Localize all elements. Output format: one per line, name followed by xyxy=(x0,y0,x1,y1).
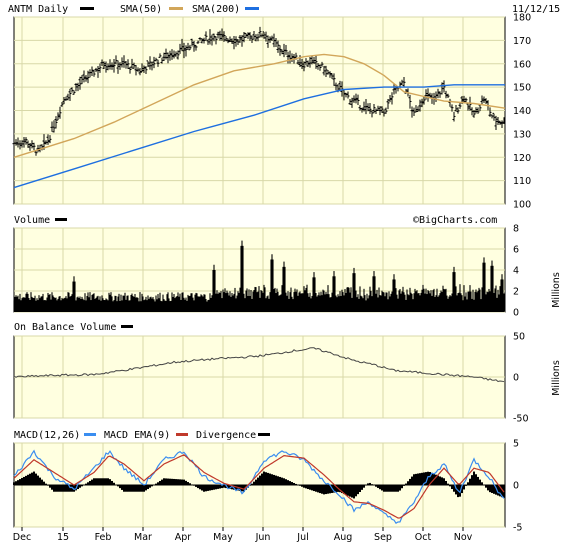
obv-tick-label: 0 xyxy=(513,373,519,384)
macd-ema-legend-swatch xyxy=(176,433,188,436)
macd-label: MACD(12,26) xyxy=(14,430,80,441)
x-tick-label: May xyxy=(213,532,233,542)
price-tick-label: 120 xyxy=(513,153,531,164)
divergence-label: Divergence xyxy=(196,430,256,441)
sma200-line xyxy=(13,84,505,189)
chart-date: 11/12/15 xyxy=(512,4,560,15)
price-tick-label: 140 xyxy=(513,106,531,117)
sma50-line xyxy=(13,53,506,158)
sma200-label: SMA(200) xyxy=(192,4,240,15)
x-tick-label: 15 xyxy=(57,532,69,542)
volume-tick-label: 2 xyxy=(513,287,519,298)
price-tick-label: 180 xyxy=(513,13,531,24)
x-tick-label: Feb xyxy=(95,532,112,542)
volume-panel: 0 2 4 6 8 xyxy=(13,224,519,319)
x-tick-label: Jul xyxy=(296,532,308,542)
x-tick-label: Sep xyxy=(374,532,392,542)
macd-ema-line xyxy=(13,454,505,519)
price-tick-label: 100 xyxy=(513,200,531,211)
x-tick-label: Aug xyxy=(334,532,353,542)
macd-legend-swatch xyxy=(84,433,96,436)
sma50-legend-swatch xyxy=(169,7,183,10)
volume-unit-label: Millions xyxy=(551,272,562,308)
x-tick-label: Mar xyxy=(134,532,152,542)
x-tick-label: Nov xyxy=(454,532,473,542)
obv-tick-label: -50 xyxy=(513,414,529,425)
sma50-label: SMA(50) xyxy=(120,4,162,15)
x-tick-label: Oct xyxy=(415,532,432,542)
divergence-legend-swatch xyxy=(258,433,270,436)
price-tick-label: 170 xyxy=(513,36,531,47)
volume-tick-label: 6 xyxy=(513,245,519,256)
symbol-legend-swatch xyxy=(80,7,94,10)
price-tick-label: 150 xyxy=(513,83,531,94)
macd-tick-label: -5 xyxy=(513,523,522,534)
volume-label: Volume xyxy=(14,215,50,226)
macd-ema-label: MACD EMA(9) xyxy=(104,430,170,441)
volume-tick-label: 8 xyxy=(513,224,519,235)
volume-legend-swatch xyxy=(55,218,67,221)
macd-panel: -5 0 5 xyxy=(13,439,522,534)
price-tick-label: 110 xyxy=(513,176,531,187)
price-tick-label: 130 xyxy=(513,129,531,140)
price-panel: 100 110 120 130 140 150 160 170 180 xyxy=(12,13,531,211)
obv-line xyxy=(13,347,505,383)
obv-legend-swatch xyxy=(121,325,133,328)
obv-unit-label: Millions xyxy=(551,360,562,396)
price-tick-label: 160 xyxy=(513,59,531,70)
x-tick-label: Jun xyxy=(255,532,271,542)
macd-tick-label: 0 xyxy=(513,481,519,492)
obv-label: On Balance Volume xyxy=(14,322,116,333)
macd-tick-label: 5 xyxy=(513,439,519,450)
x-axis: Dec 15 Feb Mar Apr May Jun Jul Aug Sep Oct Nov xyxy=(13,527,473,542)
obv-panel: -50 0 50 xyxy=(13,332,529,425)
symbol-label: ANTM Daily xyxy=(8,4,68,15)
volume-tick-label: 4 xyxy=(513,266,519,277)
volume-tick-label: 0 xyxy=(513,308,519,319)
x-tick-label: Dec xyxy=(13,532,31,542)
watermark: ©BigCharts.com xyxy=(413,215,497,226)
obv-tick-label: 50 xyxy=(513,332,525,343)
sma200-legend-swatch xyxy=(245,7,259,10)
x-tick-label: Apr xyxy=(175,532,192,542)
macd-line xyxy=(13,449,505,525)
